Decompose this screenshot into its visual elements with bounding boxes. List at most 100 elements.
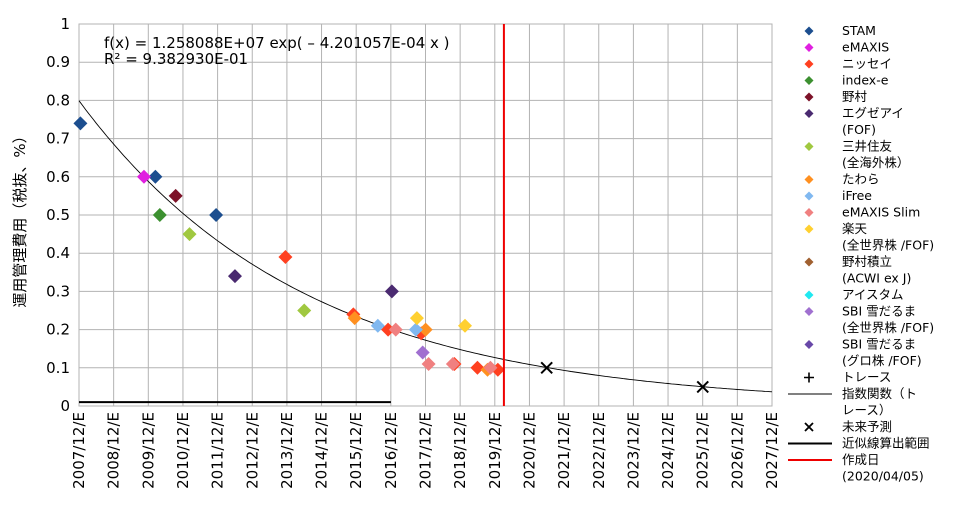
y-tick-label: 0.5 — [46, 206, 70, 224]
legend-marker — [804, 92, 814, 102]
legend-label: たわら — [842, 172, 880, 187]
legend-label: 作成日 — [842, 452, 880, 467]
legend-label: アイスタム — [842, 287, 904, 302]
legend-marker — [804, 175, 814, 184]
legend-label: (2020/04/05) — [842, 469, 924, 484]
x-tick-label: 2024/12/E — [659, 412, 677, 489]
legend-marker — [804, 340, 814, 349]
x-tick-label: 2007/12/E — [70, 412, 88, 489]
data-point — [415, 345, 430, 360]
y-tick-label: 0.2 — [46, 321, 70, 339]
x-tick-label: 2018/12/E — [451, 412, 469, 489]
x-tick-label: 2016/12/E — [382, 412, 400, 489]
tick-labels: 0 0.1 0.2 0.3 0.4 0.5 0.6 0.7 0.8 0.9 1 2007/12/E 20… — [46, 15, 781, 489]
x-tick-label: 2009/12/E — [139, 412, 157, 489]
data-point — [152, 208, 167, 222]
x-tick-label: 2019/12/E — [486, 412, 504, 489]
data-point — [209, 208, 224, 222]
x-tick-label: 2022/12/E — [590, 412, 608, 489]
y-tick-label: 0.1 — [46, 359, 70, 377]
data-point — [421, 356, 436, 371]
y-tick-label: 0.7 — [46, 130, 70, 148]
data-point — [409, 311, 424, 326]
legend-marker — [804, 224, 814, 234]
legend-label: (全海外株） — [842, 155, 909, 170]
legend-marker — [804, 26, 814, 36]
legend-label: レース） — [842, 403, 891, 418]
r-squared: R² = 9.382930E-01 — [104, 50, 248, 68]
legend-label: 近似線算出範囲 — [842, 436, 930, 451]
y-tick-label: 0.9 — [46, 53, 70, 71]
legend-label: 未来予測 — [842, 419, 892, 434]
y-tick-label: 0.6 — [46, 168, 70, 186]
y-tick-label: 0.8 — [46, 91, 70, 109]
data-point — [458, 318, 473, 333]
legend-label: (ACWI ex J) — [842, 271, 911, 286]
x-tick-label: 2012/12/E — [243, 412, 261, 489]
y-axis-label: 運用管理費用（税抜、%） — [11, 128, 29, 307]
legend-marker — [804, 208, 814, 217]
x-tick-label: 2014/12/E — [313, 412, 331, 489]
y-tick-label: 0.4 — [46, 244, 70, 262]
x-tick-label: 2015/12/E — [347, 412, 365, 489]
legend-label: SBI 雪だるま — [842, 337, 916, 352]
y-tick-label: 0 — [60, 397, 70, 415]
data-point — [168, 188, 183, 203]
legend-marker — [804, 191, 814, 201]
data-point — [347, 311, 362, 326]
legend-label: 三井住友 — [842, 139, 892, 154]
x-tick-label: 2010/12/E — [174, 412, 192, 489]
x-tick-label: 2025/12/E — [694, 412, 712, 489]
legend-marker — [804, 76, 814, 85]
x-tick-label: 2008/12/E — [105, 412, 123, 489]
legend-marker — [804, 307, 814, 316]
legend-marker-plus — [804, 372, 814, 383]
legend-label: index-e — [842, 73, 889, 88]
legend-label: トレース — [842, 370, 891, 385]
legend-label: eMAXIS Slim — [842, 205, 920, 220]
legend-label: (全世界株 /FOF) — [842, 320, 934, 335]
legend-label: eMAXIS — [842, 40, 889, 55]
data-point — [227, 269, 242, 284]
x-tick-label: 2023/12/E — [624, 412, 642, 489]
legend-label: STAM — [842, 23, 876, 38]
legend-marker — [804, 142, 814, 151]
data-point — [370, 318, 385, 333]
legend-label: iFree — [842, 188, 872, 203]
data-point — [148, 169, 163, 184]
data-point — [384, 284, 399, 299]
data-point — [182, 227, 197, 242]
legend-marker-x — [804, 422, 814, 432]
data-point — [381, 322, 396, 337]
plot-area — [73, 24, 773, 406]
x-tick-label: 2020/12/E — [520, 412, 538, 489]
legend-label: 野村 — [842, 89, 868, 104]
x-tick-label: 2011/12/E — [209, 412, 227, 489]
data-point — [483, 360, 498, 375]
trend-curve — [78, 100, 773, 393]
axes — [78, 23, 773, 407]
fit-equation: f(x) = 1.258088E+07 exp( – 4.201057E-04 … — [104, 34, 450, 52]
legend-marker — [804, 109, 814, 118]
data-point — [418, 322, 433, 337]
legend-label: (全世界株 /FOF) — [842, 238, 934, 253]
forecast-point — [696, 380, 709, 394]
legend-label: SBI 雪だるま — [842, 304, 916, 319]
x-tick-label: 2017/12/E — [417, 412, 435, 489]
legend-label: (FOF) — [842, 122, 876, 137]
data-point — [470, 360, 485, 375]
legend-label: 指数関数（ト — [842, 386, 917, 401]
legend-label: エグゼアイ — [842, 106, 904, 121]
legend-marker — [804, 59, 814, 69]
x-tick-label: 2027/12/E — [763, 412, 781, 489]
data-point — [445, 356, 460, 371]
data-point — [297, 303, 312, 318]
legend-marker — [804, 290, 814, 300]
data-point — [136, 169, 151, 184]
x-tick-label: 2026/12/E — [728, 412, 746, 489]
legend-label: ニッセイ — [842, 56, 892, 71]
x-tick-label: 2013/12/E — [278, 412, 296, 489]
forecast-point — [540, 361, 553, 375]
